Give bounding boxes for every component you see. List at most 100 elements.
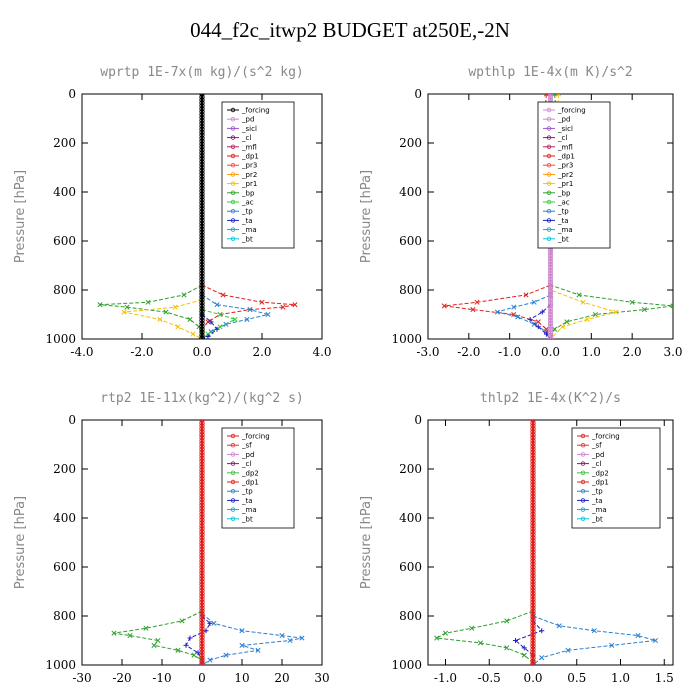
data-point [530,623,536,629]
data-point [199,220,205,227]
data-point [199,255,205,262]
data-point [199,314,205,321]
data-point [199,455,205,461]
data-point [199,420,205,423]
data-point [255,647,261,653]
data-point [584,316,590,322]
data-point [547,267,554,274]
legend-label: _cl [557,134,567,142]
legend-marker [580,461,586,466]
data-point [530,437,536,444]
data-point [199,470,205,476]
data-point [530,555,536,561]
data-point [521,652,527,658]
data-point [504,618,510,624]
data-point [199,100,205,106]
data-point [530,511,536,517]
data-point [547,258,554,265]
legend-label: _ma [241,226,257,234]
legend-marker [230,190,236,195]
data-point [530,487,536,494]
data-point [199,596,205,602]
data-point [530,455,536,461]
legend-marker [230,208,236,214]
data-point [547,320,554,326]
data-point [530,443,536,450]
data-point [199,511,205,517]
chart-panel-1: wprtp 1E-7x(m kg)/(s^2 kg) Pressure [hPa]… [13,65,332,359]
y-tick-label: 1000 [391,332,422,346]
y-tick-label: 200 [53,136,76,150]
panel-title: rtp2 1E-11x(kg^2)/(kg^2 s) [100,391,304,406]
data-point [199,561,205,567]
series-line-tp [201,294,269,339]
series-line-dp1 [201,284,296,339]
data-point [530,581,536,588]
data-point [530,540,536,547]
data-point [530,470,536,476]
y-tick-label: 400 [399,185,422,199]
data-point [547,288,554,294]
data-point [199,537,205,544]
data-point [530,564,536,570]
legend-label: _mfl [557,143,573,151]
data-point [199,605,205,611]
data-point [199,564,205,570]
y-tick-label: 800 [399,609,422,623]
data-point [199,579,205,585]
data-point [199,443,205,450]
data-point [560,324,566,330]
data-point [530,490,536,497]
legend-label: _bp [241,189,255,197]
data-point [530,593,536,600]
data-point [530,643,536,650]
data-point [199,658,205,664]
data-point [199,570,205,576]
page-title: 044_f2c_itwp2 BUDGET at250E,-2N [190,18,510,42]
data-point [547,285,554,291]
data-point [530,558,536,564]
data-point [511,304,517,310]
series-group [434,420,659,665]
data-point [214,302,220,308]
data-point [199,297,205,303]
data-point [547,264,554,271]
data-point [199,640,205,647]
data-point [652,637,659,644]
data-point [145,299,151,305]
data-point [211,620,217,626]
data-point [199,608,205,614]
data-point [547,311,554,318]
data-point [547,255,554,262]
x-tick-label: 0.0 [523,671,542,685]
data-point [530,520,536,526]
data-point [530,508,536,514]
data-point [199,520,205,526]
legend-marker [546,199,552,205]
data-point [199,434,205,441]
legend-marker [230,470,236,475]
legend-marker [546,227,552,232]
legend-marker [546,116,552,122]
data-point [199,258,205,265]
data-point [199,587,205,594]
data-point [530,432,536,438]
legend-box [221,101,295,249]
panel-title: wpthlp 1E-4x(m K)/s^2 [468,65,632,80]
legend-marker [580,498,586,503]
data-point [530,617,536,623]
data-point [207,620,213,626]
y-tick-label: 1000 [45,332,76,346]
data-point [530,479,536,485]
x-tick-label: 2.0 [252,345,271,359]
legend-label: _pr2 [557,171,573,179]
data-point [530,661,536,665]
y-axis-label: Pressure [hPa] [13,170,28,263]
legend-label: _ta [557,217,569,225]
legend-marker [230,153,236,159]
x-tick-label: 10 [234,671,249,685]
x-tick-label: -1.0 [498,345,521,359]
data-point [199,423,205,429]
data-point [199,329,205,335]
y-tick-label: 600 [53,560,76,574]
